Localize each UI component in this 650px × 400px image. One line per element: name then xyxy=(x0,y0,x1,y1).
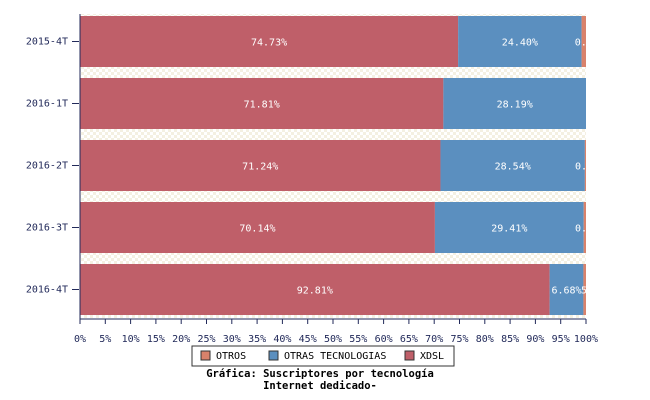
data-label-otras-tecnologias-2016-3T: 29.41% xyxy=(491,224,527,235)
bar-otras-tecnologias-2016-2T xyxy=(440,140,585,191)
data-label-xdsl-2015-4T: 74.73% xyxy=(251,38,287,49)
x-tick-label: 35% xyxy=(248,334,266,345)
data-label-otras-tecnologias-2016-2T: 28.54% xyxy=(495,162,531,173)
x-tick-label: 90% xyxy=(526,334,544,345)
data-label-xdsl-2016-1T: 71.81% xyxy=(244,100,280,111)
data-label-otros-2016-4T: 5 xyxy=(581,286,587,297)
x-tick-label: 50% xyxy=(324,334,342,345)
bar-otros-2016-2T xyxy=(584,140,586,191)
bar-otros-2016-4T xyxy=(583,264,586,315)
legend-swatch-otras-tecnologias xyxy=(268,350,279,361)
bar-otros-2015-4T xyxy=(581,16,586,67)
x-tick-label: 60% xyxy=(375,334,393,345)
x-tick-label: 95% xyxy=(552,334,570,345)
bar-otras-tecnologias-2016-1T xyxy=(443,78,586,129)
x-tick-label: 5% xyxy=(99,334,111,345)
bar-otras-tecnologias-2016-4T xyxy=(549,264,584,315)
data-label-otras-tecnologias-2016-4T: 6.68% xyxy=(551,286,581,297)
category-label-2016-1T: 2016-1T xyxy=(26,99,68,110)
chart-caption: Gráfica: Suscriptores por tecnología Int… xyxy=(150,368,490,392)
x-tick-label: 20% xyxy=(172,334,190,345)
x-tick-label: 70% xyxy=(425,334,443,345)
bar-xdsl-2016-4T xyxy=(80,264,550,315)
bar-otros-2016-3T xyxy=(583,202,586,253)
bar-xdsl-2015-4T xyxy=(80,16,459,67)
legend-swatch-otros xyxy=(200,350,211,361)
x-tick-label: 25% xyxy=(197,334,215,345)
legend-label-otras-tecnologias: OTRAS TECNOLOGIAS xyxy=(284,351,386,362)
legend-label-otros: OTROS xyxy=(216,351,246,362)
x-tick-label: 65% xyxy=(400,334,418,345)
x-tick-label: 15% xyxy=(147,334,165,345)
caption-line-2: Internet dedicado- xyxy=(263,380,377,392)
x-tick-label: 45% xyxy=(299,334,317,345)
data-label-xdsl-2016-3T: 70.14% xyxy=(239,224,275,235)
x-tick-label: 55% xyxy=(349,334,367,345)
legend-swatch-xdsl xyxy=(404,350,415,361)
x-tick-label: 30% xyxy=(223,334,241,345)
category-label-2016-3T: 2016-3T xyxy=(26,223,68,234)
legend-label-xdsl: XDSL xyxy=(420,351,444,362)
data-label-otras-tecnologias-2016-1T: 28.19% xyxy=(497,100,533,111)
x-tick-label: 100% xyxy=(574,334,598,345)
data-label-otros-2016-3T: 0.4 xyxy=(575,224,593,235)
category-label-2015-4T: 2015-4T xyxy=(26,37,68,48)
x-tick-label: 0% xyxy=(74,334,86,345)
x-tick-label: 85% xyxy=(501,334,519,345)
data-label-otros-2016-2T: 0.2 xyxy=(575,162,593,173)
data-label-xdsl-2016-4T: 92.81% xyxy=(297,286,333,297)
bar-xdsl-2016-1T xyxy=(80,78,444,129)
data-label-xdsl-2016-2T: 71.24% xyxy=(242,162,278,173)
legend-box xyxy=(191,345,455,367)
x-tick-label: 80% xyxy=(476,334,494,345)
category-label-2016-2T: 2016-2T xyxy=(26,161,68,172)
x-tick-label: 75% xyxy=(450,334,468,345)
data-label-otras-tecnologias-2015-4T: 24.40% xyxy=(502,38,538,49)
bar-xdsl-2016-3T xyxy=(80,202,435,253)
caption-line-1: Gráfica: Suscriptores por tecnología xyxy=(206,368,434,380)
x-tick-label: 40% xyxy=(273,334,291,345)
bar-xdsl-2016-2T xyxy=(80,140,441,191)
bar-otras-tecnologias-2015-4T xyxy=(458,16,582,67)
x-tick-label: 10% xyxy=(122,334,140,345)
bar-otras-tecnologias-2016-3T xyxy=(434,202,584,253)
data-label-otros-2015-4T: 0.8 xyxy=(575,38,593,49)
category-label-2016-4T: 2016-4T xyxy=(26,285,68,296)
